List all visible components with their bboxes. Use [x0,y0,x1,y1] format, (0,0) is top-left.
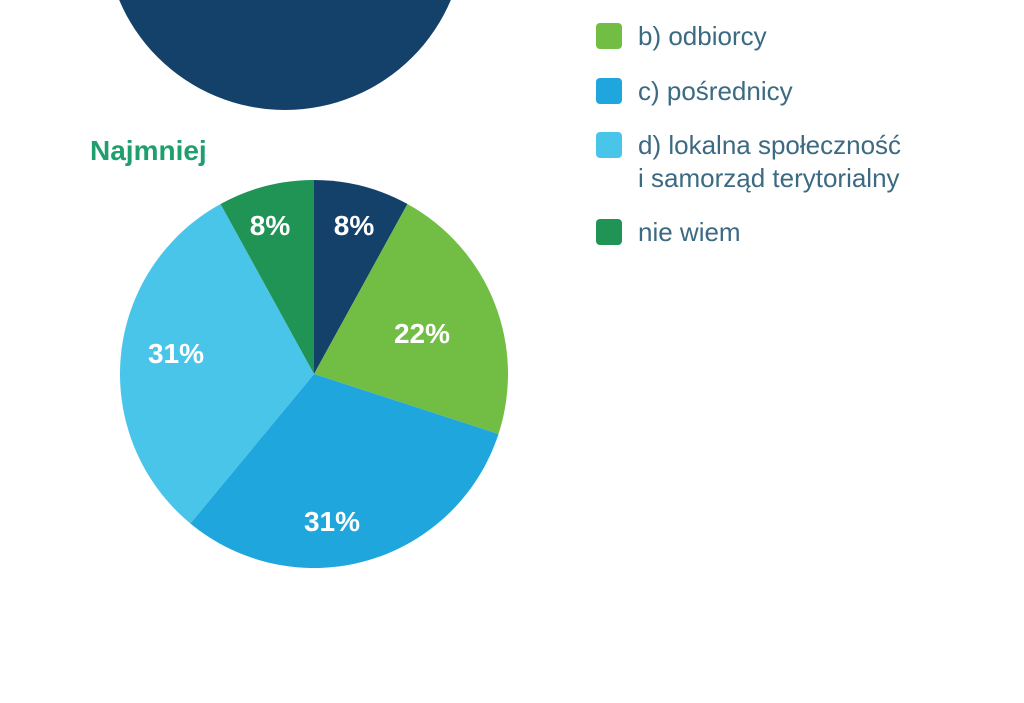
legend-text-0: b) odbiorcy [638,20,767,53]
legend-item-0: b) odbiorcy [596,20,901,53]
legend-item-3: nie wiem [596,216,901,249]
legend: b) odbiorcy c) pośrednicy d) lokalna społe… [596,20,901,271]
pie-svg [120,180,508,568]
legend-swatch-1 [596,78,622,104]
legend-text-1: c) pośrednicy [638,75,793,108]
legend-swatch-2 [596,132,622,158]
legend-text-3: nie wiem [638,216,741,249]
legend-text-2: d) lokalna społeczność i samorząd teryto… [638,129,901,194]
legend-swatch-3 [596,219,622,245]
legend-swatch-0 [596,23,622,49]
legend-item-2: d) lokalna społeczność i samorząd teryto… [596,129,901,194]
legend-item-1: c) pośrednicy [596,75,901,108]
upper-chart-partial [105,0,465,110]
chart-title-najmniej: Najmniej [90,135,207,167]
pie-chart-najmniej: 8%22%31%31%8% [120,180,508,568]
